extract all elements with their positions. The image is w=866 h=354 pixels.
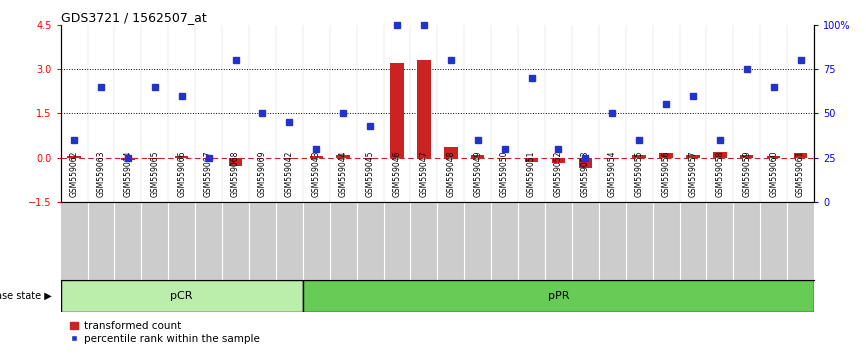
Bar — [713, 152, 727, 158]
Bar — [552, 158, 565, 164]
Bar — [471, 155, 484, 158]
Bar — [391, 63, 404, 158]
Bar — [121, 158, 134, 160]
Bar — [68, 156, 81, 158]
Bar — [417, 60, 430, 158]
Bar — [740, 155, 753, 158]
Bar — [794, 153, 807, 158]
Legend: transformed count, percentile rank within the sample: transformed count, percentile rank withi… — [66, 317, 263, 348]
Bar — [364, 158, 377, 159]
Text: pCR: pCR — [171, 291, 193, 301]
Bar — [578, 158, 592, 168]
Bar — [686, 155, 700, 158]
Text: disease state ▶: disease state ▶ — [0, 291, 52, 301]
Bar — [229, 158, 242, 166]
Bar — [336, 155, 350, 158]
Bar — [148, 158, 162, 159]
Text: GDS3721 / 1562507_at: GDS3721 / 1562507_at — [61, 11, 206, 24]
Bar — [525, 158, 539, 162]
Bar — [632, 155, 646, 158]
Bar — [175, 156, 189, 158]
Bar — [605, 158, 619, 159]
Bar — [303, 280, 814, 312]
Bar — [444, 147, 457, 158]
Bar — [282, 158, 296, 159]
Text: pPR: pPR — [547, 291, 569, 301]
Bar — [767, 156, 780, 158]
Bar — [659, 153, 673, 158]
Bar — [309, 156, 323, 158]
Bar — [61, 280, 303, 312]
Bar — [498, 158, 511, 159]
